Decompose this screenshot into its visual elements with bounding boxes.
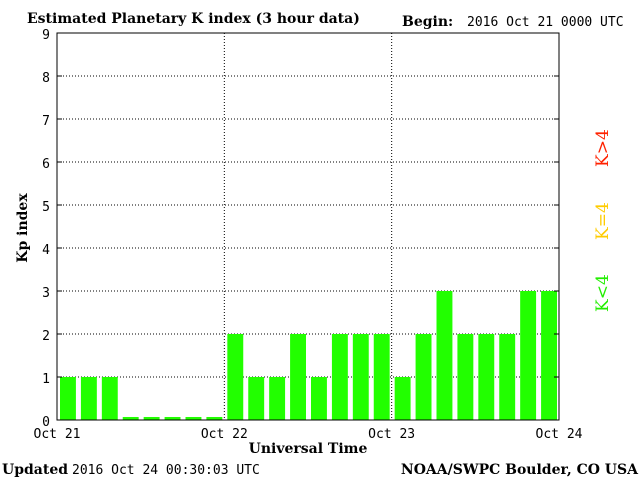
- y-tick-label: 0: [42, 415, 50, 430]
- y-tick-label: 6: [42, 157, 50, 172]
- kp-bar: [290, 334, 306, 420]
- y-tick-label: 1: [42, 372, 50, 387]
- kp-bar: [227, 334, 244, 420]
- bars: [60, 291, 557, 420]
- x-axis-label: Universal Time: [249, 441, 368, 457]
- y-tick-label: 8: [42, 71, 50, 86]
- kp-bar: [415, 334, 432, 420]
- legend-k-above-4: K>4: [593, 129, 613, 167]
- chart-title: Estimated Planetary K index (3 hour data…: [27, 11, 360, 27]
- y-ticks: 0 1 2 3 4 5 6 7 8 9: [42, 28, 559, 430]
- kp-bar: [373, 334, 390, 420]
- updated-label: Updated: [2, 462, 68, 478]
- x-ticks: Oct 21 Oct 22 Oct 23 Oct 24: [34, 427, 583, 442]
- y-tick-label: 2: [42, 329, 50, 344]
- legend-k-below-4: K<4: [593, 274, 613, 312]
- y-axis-label: Kp index: [15, 193, 31, 263]
- kp-bar: [331, 334, 348, 420]
- kp-bar: [80, 377, 97, 420]
- kp-bar: [164, 416, 181, 420]
- kp-bar: [541, 291, 557, 420]
- kp-bar: [457, 334, 474, 420]
- kp-bar: [122, 416, 139, 420]
- kp-bar: [520, 291, 537, 420]
- kp-bar: [311, 377, 327, 420]
- y-tick-label: 7: [42, 114, 50, 129]
- kp-bar: [269, 377, 286, 420]
- plot-frame: [56, 32, 560, 421]
- y-tick-label: 4: [42, 243, 50, 258]
- x-tick-label: Oct 23: [368, 427, 415, 442]
- kp-bar: [436, 291, 453, 420]
- kp-bar: [499, 334, 516, 420]
- y-tick-label: 5: [42, 200, 50, 215]
- kp-bar: [248, 377, 265, 420]
- y-tick-label: 3: [42, 286, 50, 301]
- x-tick-label: Oct 24: [536, 427, 583, 442]
- kp-bar: [206, 416, 223, 420]
- updated-value: 2016 Oct 24 00:30:03 UTC: [72, 463, 260, 478]
- kp-bar: [478, 334, 495, 420]
- kp-bar: [101, 377, 118, 420]
- kp-bar: [352, 334, 369, 420]
- source-credit: NOAA/SWPC Boulder, CO USA: [401, 462, 639, 478]
- legend-k-equal-4: K=4: [593, 202, 613, 240]
- x-tick-label: Oct 22: [201, 427, 248, 442]
- begin-value: 2016 Oct 21 0000 UTC: [467, 15, 624, 30]
- kp-bar: [60, 377, 76, 420]
- kp-bar: [143, 416, 160, 420]
- kp-bar: [394, 377, 411, 420]
- y-tick-label: 9: [42, 28, 50, 43]
- begin-label: Begin:: [402, 14, 453, 30]
- x-tick-label: Oct 21: [34, 427, 81, 442]
- kp-bar: [185, 416, 202, 420]
